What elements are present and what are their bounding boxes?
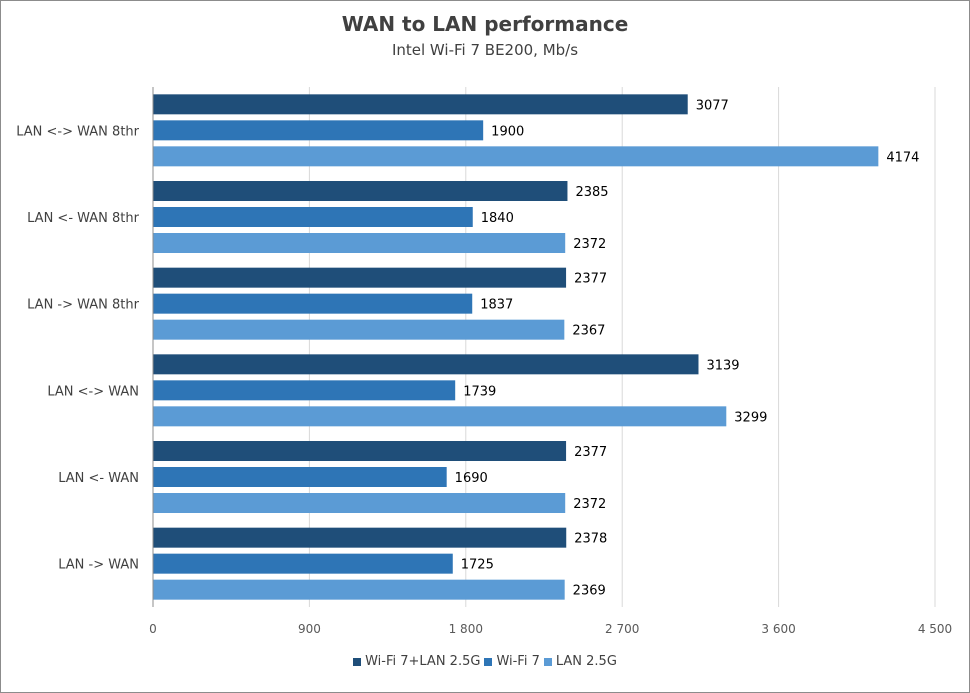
x-tick-label: 900 — [298, 622, 321, 636]
bar — [153, 354, 699, 375]
legend: Wi-Fi 7+LAN 2.5G Wi-Fi 7 LAN 2.5G — [0, 654, 970, 670]
legend-label: Wi-Fi 7 — [496, 654, 540, 669]
data-label: 2372 — [573, 237, 606, 252]
bar — [153, 441, 567, 461]
category-label: LAN <- WAN 8thr — [27, 211, 140, 226]
bar — [153, 94, 688, 115]
bar — [153, 233, 566, 253]
category-labels: LAN <-> WAN 8thr LAN <- WAN 8thr LAN -> WA… — [16, 124, 139, 572]
data-label: 1837 — [480, 298, 513, 313]
data-label: 2378 — [574, 532, 607, 547]
gridlines — [308, 87, 936, 607]
bar — [153, 579, 565, 600]
bars — [153, 94, 879, 600]
bar — [153, 181, 568, 201]
category-label: LAN -> WAN 8thr — [27, 298, 140, 313]
bar — [153, 146, 879, 167]
category-label: LAN <-> WAN — [47, 384, 139, 399]
legend-swatch — [543, 657, 552, 666]
data-label: 2385 — [575, 185, 608, 200]
legend-item: LAN 2.5G — [543, 654, 617, 669]
data-label: 2377 — [574, 272, 607, 287]
bar — [153, 493, 566, 513]
x-tick-label: 3 600 — [761, 622, 795, 636]
legend-item: Wi-Fi 7+LAN 2.5G — [353, 654, 480, 669]
data-label: 1840 — [481, 211, 514, 226]
data-label: 2377 — [574, 445, 607, 460]
data-label: 2369 — [573, 584, 606, 599]
x-tick-label: 2 700 — [605, 622, 639, 636]
bar — [153, 406, 727, 427]
legend-swatch — [484, 657, 493, 666]
legend-label: LAN 2.5G — [555, 654, 617, 669]
chart-title: WAN to LAN performance — [341, 12, 629, 36]
x-tick-label: 4 500 — [918, 622, 952, 636]
category-label: LAN <- WAN — [58, 471, 139, 486]
data-label: 1739 — [463, 384, 496, 399]
bar — [153, 553, 453, 574]
data-labels: 3077 1900 4174 2385 1840 2372 2377 1837 2367 3139… — [455, 98, 920, 598]
bar — [153, 120, 484, 141]
data-label: 1900 — [491, 124, 524, 139]
category-label: LAN <-> WAN 8thr — [16, 124, 139, 139]
bar — [153, 527, 567, 548]
legend-swatch — [353, 657, 362, 666]
data-label: 3139 — [706, 358, 739, 373]
x-tick-label: 1 800 — [449, 622, 483, 636]
x-tick-label: 0 — [149, 622, 157, 636]
bar — [153, 293, 473, 314]
chart-subtitle: Intel Wi-Fi 7 BE200, Mb/s — [391, 41, 579, 59]
bar — [153, 467, 447, 487]
bar — [153, 207, 473, 227]
bar — [153, 380, 456, 401]
data-label: 3077 — [696, 98, 729, 113]
legend-label: Wi-Fi 7+LAN 2.5G — [365, 654, 481, 669]
x-tick-labels: 0 900 1 800 2 700 3 600 4 500 — [149, 622, 952, 636]
legend-item: Wi-Fi 7 — [484, 654, 540, 669]
data-label: 2372 — [573, 497, 606, 512]
data-label: 3299 — [734, 410, 767, 425]
data-label: 4174 — [886, 150, 919, 165]
data-label: 1725 — [461, 558, 494, 573]
category-label: LAN -> WAN — [58, 558, 139, 573]
data-label: 2367 — [572, 324, 605, 339]
bar — [153, 319, 565, 340]
data-label: 1690 — [455, 471, 488, 486]
bar — [153, 267, 567, 288]
